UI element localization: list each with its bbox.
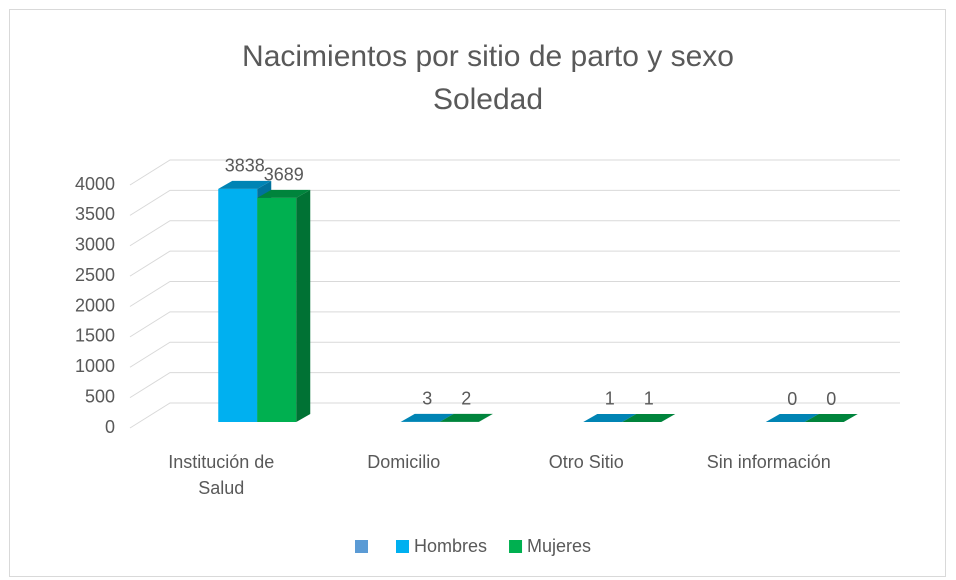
data-label: 3838 (225, 156, 265, 176)
y-tick-label: 2500 (75, 265, 115, 285)
bar-front (218, 188, 258, 422)
chart-subtitle: Soledad (433, 83, 543, 116)
bar (804, 414, 858, 422)
chart-title: Nacimientos por sitio de parto y sexo (242, 40, 734, 73)
x-tick-label: Sin información (706, 452, 831, 472)
bar-front (257, 197, 297, 422)
data-label: 1 (605, 389, 615, 409)
bar (257, 189, 311, 422)
y-tick-label: 500 (85, 386, 115, 406)
grid-line (129, 311, 900, 338)
grid-line (129, 341, 900, 368)
x-tick-label: Otro Sitio (548, 452, 624, 472)
grid-line (129, 372, 900, 399)
grid-line (129, 402, 900, 429)
y-tick-label: 0 (105, 417, 115, 437)
data-label: 3689 (264, 165, 304, 185)
y-tick-label: 3500 (75, 204, 115, 224)
x-tick-label: Domicilio (367, 452, 441, 472)
bar-top (257, 189, 311, 198)
bar-top (400, 413, 454, 422)
data-label: 2 (461, 389, 471, 409)
bar-top (804, 414, 858, 422)
x-tick-label: Institución de Salud (168, 452, 275, 498)
grid-line (129, 189, 900, 216)
data-label: 0 (787, 389, 797, 409)
bar-top (765, 414, 819, 422)
y-tick-label: 2000 (75, 295, 115, 315)
grid-line (129, 220, 900, 247)
bar-side (661, 413, 676, 422)
data-label: 0 (826, 389, 836, 409)
legend-label: Mujeres (527, 536, 591, 556)
y-tick-label: 3000 (75, 235, 115, 255)
data-label: 3 (422, 389, 432, 409)
legend-swatch (396, 540, 409, 553)
grid-line (129, 281, 900, 307)
bar (765, 414, 819, 422)
legend-swatch (509, 540, 523, 553)
grid-line (129, 250, 900, 277)
y-tick-label: 4000 (75, 174, 115, 194)
grid-line (129, 159, 900, 186)
bar-side (296, 189, 311, 422)
bar-top (218, 180, 272, 189)
bar-top (439, 413, 493, 422)
data-label: 1 (644, 389, 654, 409)
bar (622, 413, 676, 422)
legend-swatch (355, 540, 368, 553)
bar (439, 413, 493, 422)
chart-border (9, 9, 946, 577)
legend-label: Hombres (414, 536, 487, 556)
y-tick-label: 1000 (75, 356, 115, 376)
bar-top (622, 413, 676, 422)
y-tick-label: 1500 (75, 326, 115, 346)
bar-top (583, 413, 637, 422)
bar-side (478, 413, 493, 422)
